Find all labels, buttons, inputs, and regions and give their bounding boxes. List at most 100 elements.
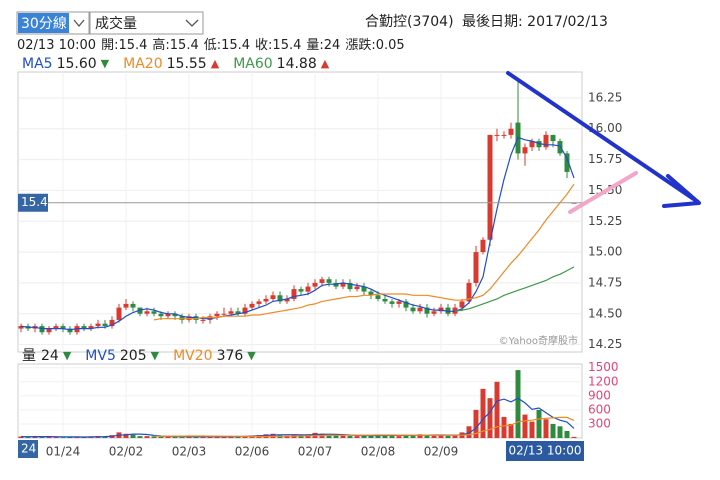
volume-bar (550, 423, 556, 438)
volume-tick-label: 1500 (588, 360, 619, 374)
candle-body (438, 307, 444, 312)
candle-body (417, 307, 423, 312)
volume-bar (536, 409, 542, 438)
volume-bar (354, 436, 360, 438)
chevron (185, 19, 199, 27)
info-item: 低:15.4 (204, 38, 250, 53)
candle-body (480, 239, 486, 253)
y-tick-label: 16.25 (588, 90, 622, 104)
last-date: 最後日期: 2017/02/13 (462, 14, 608, 30)
candle-body (529, 141, 535, 148)
candle-body (270, 295, 276, 299)
candle-body (214, 313, 220, 317)
volume-bar (123, 433, 129, 438)
candle-body (298, 289, 304, 292)
volume-bar (207, 436, 213, 438)
candle-body (151, 311, 157, 314)
volume-bar (515, 370, 521, 438)
candle-body (501, 134, 507, 136)
volume-bar (158, 436, 164, 438)
candle-body (431, 311, 437, 314)
info-item: 收:15.4 (255, 38, 301, 53)
period-select[interactable]: 30分線 (16, 11, 90, 35)
volume-bar (165, 436, 171, 438)
legend-trend: ▼ (247, 349, 256, 362)
volume-bar (18, 436, 24, 438)
candle-body (403, 301, 409, 308)
mv-line (20, 397, 575, 438)
volume-bar (438, 435, 444, 438)
x-tick-label: 02/07 (298, 445, 333, 459)
candle-body (60, 326, 66, 329)
candle-body (445, 307, 451, 314)
indicator-label: 成交量 (95, 15, 137, 32)
indicator-select[interactable]: 成交量 (89, 11, 204, 35)
legend-trend: ▲ (211, 57, 220, 70)
volume-bar (564, 430, 570, 438)
candle-body (459, 301, 465, 308)
x-tick-label: 01/24 (46, 445, 81, 459)
info-item: 漲跌:0.05 (345, 37, 404, 53)
candle-body (291, 289, 297, 299)
volume-bar (333, 435, 339, 438)
price-label-box (18, 193, 48, 212)
candle-body (487, 134, 493, 240)
volume-bar (39, 436, 45, 438)
volume-bar (529, 421, 535, 438)
volume-bar (466, 426, 472, 438)
volume-bar (200, 437, 206, 438)
volume-label: 24 (21, 442, 36, 456)
crosshair-box (506, 441, 584, 461)
candle-body (508, 128, 514, 135)
volume-tick-label: 900 (588, 388, 611, 402)
volume-bar (480, 388, 486, 438)
volume-bar (340, 435, 346, 438)
volume-bar (396, 436, 402, 438)
volume-bar (473, 409, 479, 438)
candle-body (18, 326, 24, 329)
volume-bar (557, 426, 563, 438)
volume-bar (431, 435, 437, 438)
legend-name: MA60 (233, 56, 272, 72)
y-tick-label: 14.25 (588, 337, 622, 351)
legend-value: 14.88 (277, 56, 317, 72)
candle-body (543, 134, 549, 148)
candle-body (95, 323, 101, 327)
candle-body (305, 286, 311, 292)
volume-bar (144, 436, 150, 438)
candle-body (88, 326, 94, 329)
crosshair-label: 02/13 10:00 (509, 444, 582, 458)
volume-bar (571, 436, 577, 438)
candle-body (326, 279, 332, 283)
candle-body (263, 298, 269, 302)
volume-bar (53, 437, 59, 438)
legend-value: 24 (41, 348, 59, 364)
select-highlight (18, 13, 69, 33)
ma-line (20, 136, 575, 331)
ma-legend: MA5 15.60 ▼ MA20 15.55 ▲ MA60 14.88 ▲ (22, 56, 330, 72)
volume-bar (361, 435, 367, 438)
candle-body (235, 311, 241, 314)
select-box[interactable] (89, 11, 204, 35)
legend-trend: ▲ (321, 57, 330, 70)
legend-trend: ▼ (63, 349, 72, 362)
candle-body (319, 279, 325, 283)
candle-body (550, 134, 556, 142)
candle-body (284, 298, 290, 302)
legend-name: MV20 (173, 348, 212, 364)
volume-bar (508, 423, 514, 438)
candle-body (46, 328, 52, 333)
candle-body (179, 316, 185, 320)
candle-body (361, 286, 367, 292)
candle-body (368, 291, 374, 296)
y-tick-label: 15.00 (588, 245, 622, 259)
volume-tick-label: 1200 (588, 374, 619, 388)
volume-tick-label: 600 (588, 402, 611, 416)
volume-bar (417, 434, 423, 438)
volume-bar (445, 435, 451, 438)
candle-body (396, 301, 402, 304)
volume-bar (522, 414, 528, 438)
volume-bar (368, 435, 374, 438)
candle-body (249, 303, 255, 308)
x-tick-label: 02/06 (235, 445, 270, 459)
